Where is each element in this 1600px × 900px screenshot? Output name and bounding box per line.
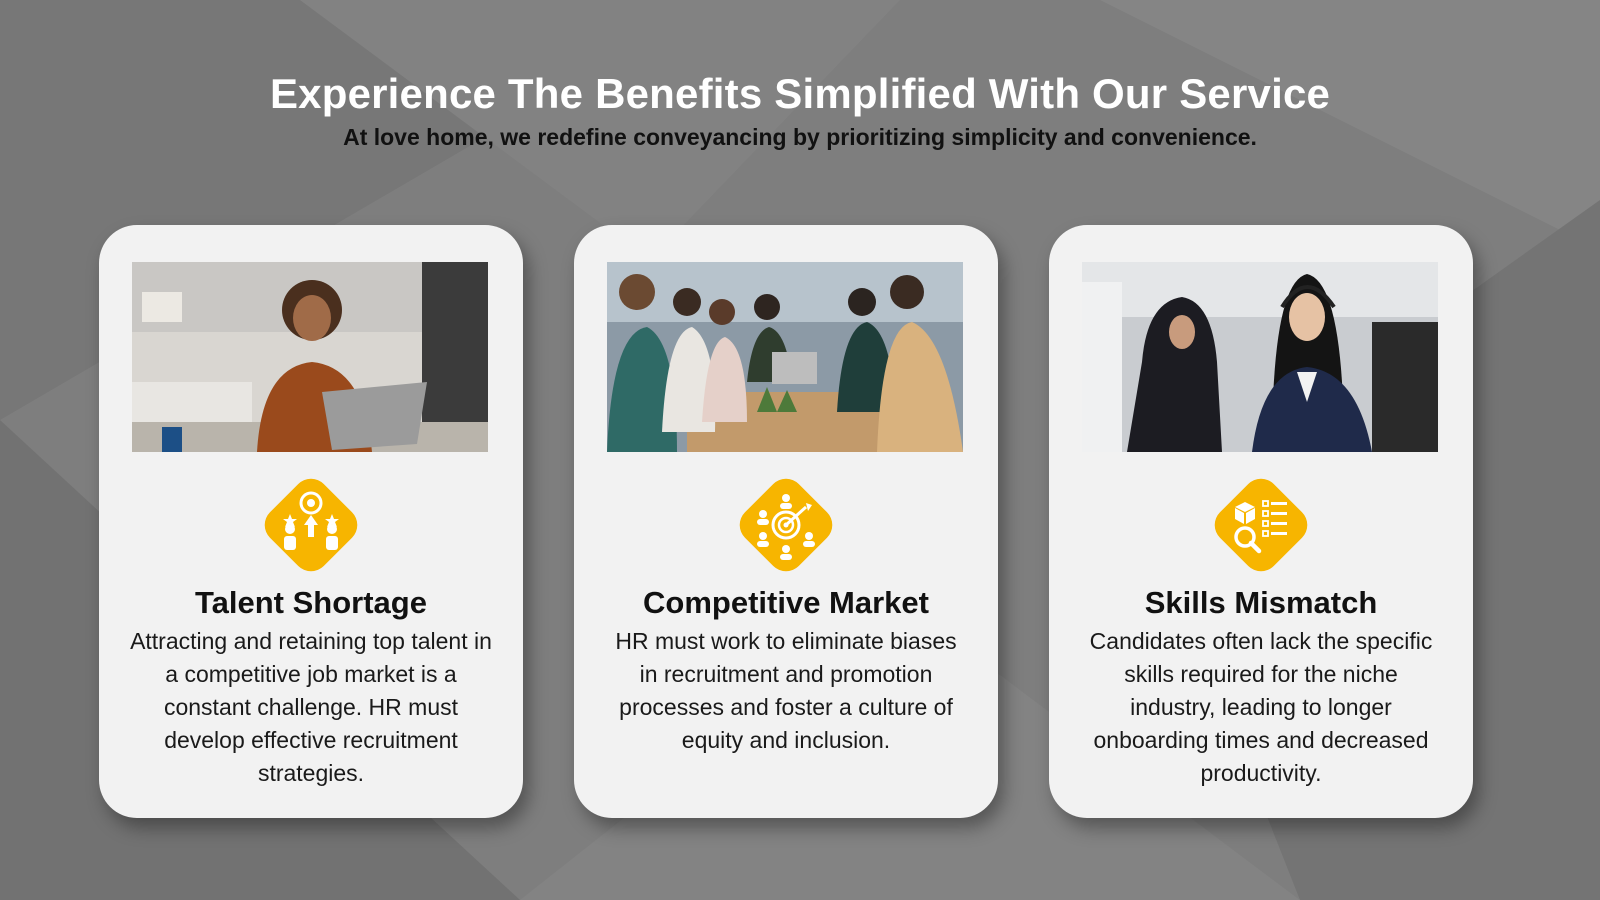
card-description: Candidates often lack the specific skill… (1089, 628, 1433, 786)
card-title: Competitive Market (643, 585, 929, 620)
skills-checklist-icon (1205, 469, 1317, 581)
header: Experience The Benefits Simplified With … (0, 70, 1600, 151)
page-subtitle: At love home, we redefine conveyancing b… (343, 124, 1257, 150)
card-title: Skills Mismatch (1144, 585, 1378, 620)
call-center-agents-photo (1082, 262, 1438, 452)
card-title: Talent Shortage (195, 585, 427, 620)
card-skills-mismatch: Skills Mismatch Candidates often lack th… (1049, 225, 1473, 818)
team-meeting-photo (607, 262, 963, 452)
card-description: HR must work to eliminate biases in recr… (615, 628, 957, 753)
target-team-icon (730, 469, 842, 581)
card-competitive-market: Competitive Market HR must work to elimi… (574, 225, 998, 818)
talent-growth-icon (255, 469, 367, 581)
woman-laughing-at-laptop-photo (132, 262, 488, 452)
card-talent-shortage: Talent Shortage Attracting and retaining… (99, 225, 523, 818)
page-title: Experience The Benefits Simplified With … (269, 70, 1331, 117)
card-description: Attracting and retaining top talent in a… (130, 628, 492, 786)
